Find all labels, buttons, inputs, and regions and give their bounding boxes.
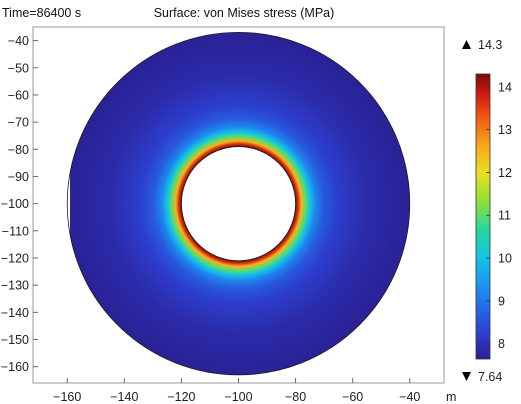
inner-boundary (181, 147, 295, 261)
colorbar-tick-label: 13 (498, 123, 512, 137)
x-tick-label: −120 (167, 390, 195, 404)
y-tick-label: −110 (2, 224, 29, 238)
x-tick-label: −160 (53, 390, 81, 404)
y-tick-label: −100 (1, 197, 29, 211)
colorbar-max-label: 14.3 (478, 38, 502, 52)
y-axis: −40 −50 −60 −70 −80 −90 −100 −110 −120 −130 −140 −1… (1, 34, 38, 374)
colorbar-tick-label: 12 (498, 166, 512, 180)
x-tick-label: −140 (110, 390, 138, 404)
y-tick-label: −160 (1, 360, 29, 374)
max-triangle-icon (462, 40, 471, 49)
x-tick-label: −60 (342, 390, 363, 404)
y-tick-label: −140 (1, 306, 29, 320)
colorbar: 14.3 8 9 10 11 12 13 14 7.64 (462, 38, 512, 384)
colorbar-tick-label: 14 (498, 80, 512, 94)
y-tick-label: −40 (8, 34, 29, 48)
min-triangle-icon (462, 372, 471, 381)
y-tick-label: −80 (8, 143, 29, 157)
x-tick-label: −40 (399, 390, 420, 404)
y-tick-label: −60 (8, 88, 29, 102)
colorbar-tick-label: 8 (498, 337, 505, 351)
surface-title: Surface: von Mises stress (MPa) (154, 6, 335, 20)
y-tick-label: −120 (1, 251, 29, 265)
y-tick-label: −90 (8, 170, 29, 184)
y-tick-label: −70 (8, 116, 29, 130)
colorbar-tick-label: 11 (498, 209, 511, 223)
y-tick-label: −150 (1, 333, 29, 347)
x-tick-label: −100 (224, 390, 252, 404)
x-tick-label: −80 (285, 390, 306, 404)
colorbar-bar (476, 74, 490, 359)
time-label: Time=86400 s (2, 6, 81, 20)
colorbar-tick-label: 9 (498, 294, 505, 308)
x-unit-label: m (446, 390, 456, 404)
y-tick-label: −50 (8, 61, 29, 75)
colorbar-tick-label: 10 (498, 252, 512, 266)
colorbar-min-label: 7.64 (478, 370, 502, 384)
y-tick-label: −130 (1, 279, 29, 293)
